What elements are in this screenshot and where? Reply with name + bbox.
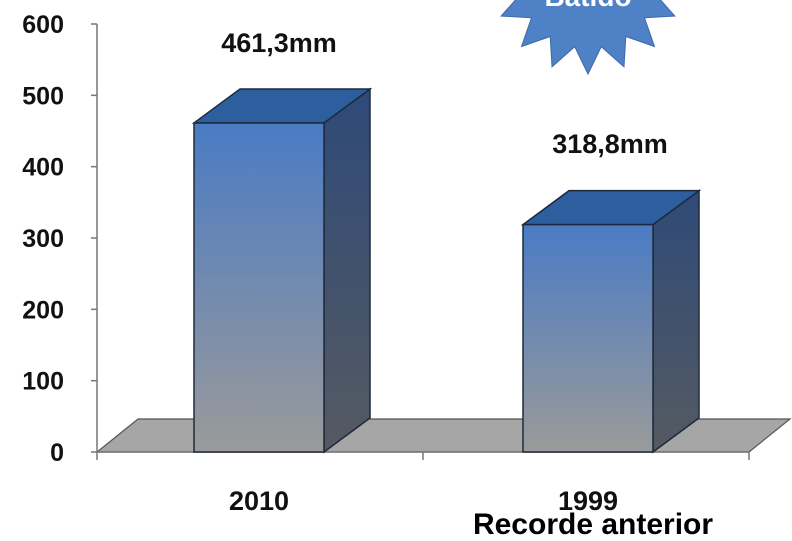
bars-group <box>191 87 702 454</box>
bar-side-face <box>323 87 371 454</box>
bar-1999 <box>520 189 702 454</box>
y-tick-label: 600 <box>22 11 64 39</box>
y-tick-label: 0 <box>50 439 64 467</box>
bar-side-face <box>652 189 700 454</box>
y-tick-label: 500 <box>22 82 64 110</box>
data-label-2010: 461,3mm <box>221 28 337 58</box>
data-label-1999: 318,8mm <box>552 129 668 159</box>
bar-front-face <box>522 223 654 453</box>
y-tick-label: 100 <box>22 368 64 396</box>
bar-front-face <box>193 122 325 453</box>
x-tick-label-1999: 1999 <box>558 486 618 516</box>
y-axis-ticks: 0 100 200 300 400 500 600 <box>22 11 750 467</box>
previous-record-note: Recorde anterior <box>473 508 713 541</box>
y-tick-label: 200 <box>22 296 64 324</box>
badge-label: Batido <box>544 0 631 12</box>
starburst-badge-shape <box>500 0 676 76</box>
y-tick-label: 400 <box>22 154 64 182</box>
bar-2010 <box>191 87 373 454</box>
x-tick-label-2010: 2010 <box>229 486 289 516</box>
y-tick-label: 300 <box>22 225 64 253</box>
